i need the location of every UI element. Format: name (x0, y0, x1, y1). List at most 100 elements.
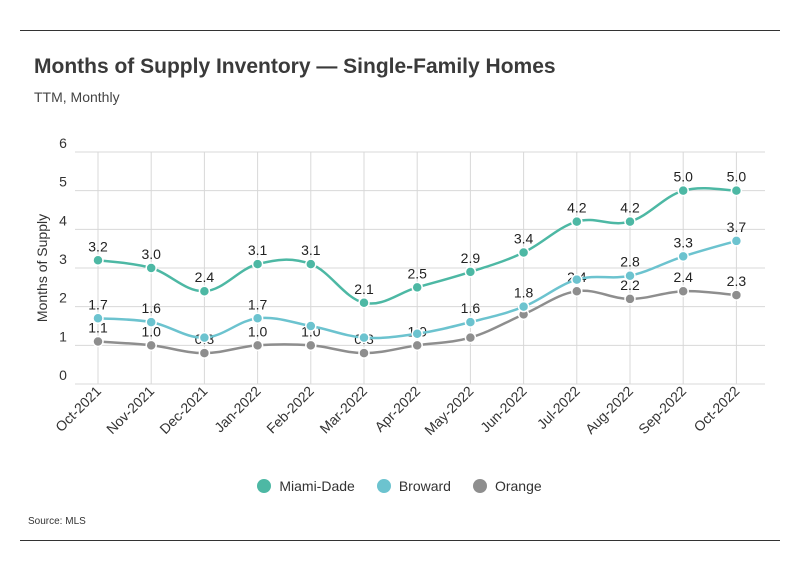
y-tick-label: 3 (59, 251, 67, 267)
x-tick-label: Jun-2022 (477, 383, 530, 436)
data-label-miami-dade: 2.9 (461, 250, 481, 266)
x-tick-label: Apr-2022 (371, 383, 423, 435)
chart-title: Months of Supply Inventory — Single-Fami… (34, 55, 556, 78)
data-label-broward: 3.7 (727, 219, 747, 235)
legend-swatch-miami-dade (257, 479, 272, 493)
x-tick-label: Sep-2022 (635, 383, 689, 437)
data-point-miami-dade (92, 254, 104, 267)
x-tick-label: May-2022 (421, 383, 476, 438)
data-label-miami-dade: 4.2 (620, 200, 640, 216)
series-miami-dade: 3.2 3.0 2.4 3.1 3.1 2.1 2.5 2.9 3.4 4.2 4.2 5.0 5.0 (88, 169, 747, 309)
data-point-miami-dade (305, 258, 317, 270)
x-tick-label: Jul-2022 (534, 383, 583, 432)
data-label-miami-dade: 4.2 (567, 200, 587, 216)
x-tick-label: Nov-2021 (103, 383, 157, 437)
source-note: Source: MLS (28, 516, 86, 527)
data-point-broward (251, 312, 264, 325)
data-point-orange (464, 331, 477, 344)
x-tick-label: Dec-2021 (156, 383, 210, 437)
data-point-broward (305, 320, 317, 332)
data-label-orange: 2.3 (727, 273, 747, 289)
data-point-orange (251, 339, 264, 352)
y-tick-label: 6 (59, 135, 67, 151)
x-tick-label: Jan-2022 (211, 383, 264, 436)
data-label-orange: 2.4 (673, 269, 693, 285)
data-point-orange (730, 289, 743, 301)
data-label-miami-dade: 2.1 (354, 281, 374, 297)
data-point-broward (145, 316, 157, 328)
legend-item-miami-dade: Miami-Dade (257, 478, 355, 494)
data-point-broward (517, 300, 530, 313)
data-label-miami-dade: 3.0 (141, 246, 161, 262)
data-label-miami-dade: 3.1 (248, 242, 268, 258)
data-point-broward (92, 312, 104, 325)
series-broward: 1.7 1.6 1.7 1.6 1.8 2.8 3.3 3.7 (88, 219, 747, 344)
legend: Miami-Dade Broward Orange (0, 478, 799, 494)
data-point-miami-dade (358, 297, 370, 309)
data-label-miami-dade: 5.0 (727, 169, 747, 185)
data-point-miami-dade (464, 266, 477, 278)
data-point-broward (198, 331, 211, 344)
data-label-orange: 1.0 (141, 323, 161, 339)
legend-label-broward: Broward (398, 478, 451, 494)
data-point-orange (677, 285, 689, 297)
data-point-miami-dade (198, 285, 211, 297)
data-point-broward (358, 331, 370, 344)
data-label-orange: 1.0 (248, 323, 268, 339)
data-point-miami-dade (517, 246, 530, 259)
y-tick-label: 2 (59, 290, 67, 306)
data-point-miami-dade (624, 215, 636, 228)
data-point-broward (624, 269, 636, 282)
data-label-miami-dade: 2.4 (195, 269, 215, 285)
data-label-broward: 1.6 (141, 300, 161, 316)
data-label-orange: 1.1 (88, 319, 108, 335)
top-rule (20, 30, 780, 31)
x-tick-label: Feb-2022 (263, 383, 317, 437)
bottom-rule (20, 540, 780, 541)
data-point-orange (624, 293, 636, 305)
x-tick-label: Oct-2022 (690, 383, 742, 435)
y-tick-labels: 0 1 2 3 4 5 6 (59, 135, 67, 383)
legend-label-orange: Orange (494, 478, 542, 494)
data-point-broward (571, 273, 583, 286)
y-tick-label: 1 (59, 328, 67, 344)
data-label-orange: 2.2 (620, 277, 640, 293)
y-axis-label: Months of Supply (34, 214, 50, 322)
data-point-miami-dade (677, 184, 689, 197)
y-tick-label: 0 (59, 367, 67, 383)
data-point-broward (730, 235, 743, 247)
legend-label-miami-dade: Miami-Dade (279, 478, 355, 494)
data-point-broward (464, 316, 477, 328)
data-point-miami-dade (571, 215, 583, 228)
data-label-miami-dade: 3.4 (514, 231, 534, 247)
data-point-miami-dade (730, 184, 743, 197)
data-label-miami-dade: 2.5 (407, 265, 427, 281)
data-label-broward: 1.7 (248, 296, 268, 312)
data-label-broward: 1.7 (88, 296, 108, 312)
data-point-miami-dade (251, 258, 264, 270)
legend-item-orange: Orange (472, 478, 542, 494)
data-point-orange (145, 339, 157, 352)
data-point-miami-dade (145, 262, 157, 274)
data-label-broward: 3.3 (673, 234, 693, 250)
legend-swatch-broward (376, 479, 391, 493)
data-point-orange (358, 347, 370, 359)
series-group: 1.11.00.81.01.00.81.02.42.22.42.31.71.61… (88, 169, 747, 359)
x-tick-label: Aug-2022 (582, 383, 636, 437)
data-point-orange (198, 347, 211, 359)
x-tick-label: Mar-2022 (316, 383, 370, 437)
data-label-miami-dade: 3.2 (88, 238, 108, 254)
data-label-miami-dade: 5.0 (673, 169, 693, 185)
data-point-broward (677, 250, 689, 263)
legend-swatch-orange (472, 479, 487, 493)
data-point-orange (92, 335, 104, 348)
data-label-miami-dade: 3.1 (301, 242, 321, 258)
data-point-orange (305, 339, 317, 352)
chart-subtitle: TTM, Monthly (34, 89, 120, 105)
data-label-broward: 1.6 (461, 300, 481, 316)
data-point-orange (411, 339, 423, 352)
y-tick-label: 4 (59, 212, 67, 228)
data-point-orange (571, 285, 583, 297)
